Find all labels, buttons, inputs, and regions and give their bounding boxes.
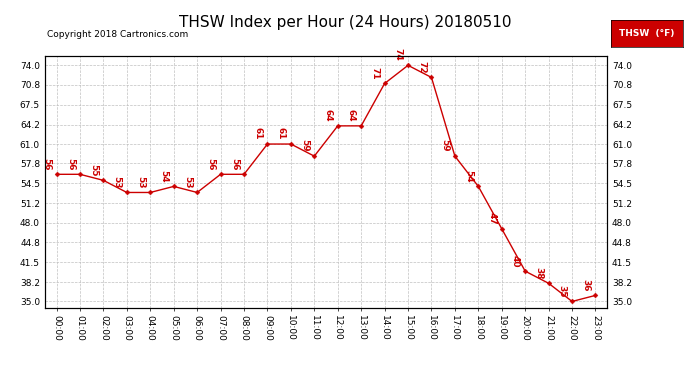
Text: 61: 61 — [277, 128, 286, 140]
Text: 54: 54 — [464, 170, 473, 182]
Text: Copyright 2018 Cartronics.com: Copyright 2018 Cartronics.com — [47, 30, 188, 39]
Text: 54: 54 — [159, 170, 168, 182]
Text: 56: 56 — [230, 158, 239, 170]
Text: 74: 74 — [394, 48, 403, 61]
Text: 59: 59 — [441, 140, 450, 152]
Text: 71: 71 — [371, 67, 380, 80]
Text: 56: 56 — [206, 158, 215, 170]
Text: 61: 61 — [253, 128, 262, 140]
Text: 36: 36 — [581, 279, 590, 291]
Text: 64: 64 — [347, 109, 356, 122]
Text: 59: 59 — [300, 140, 309, 152]
Text: 47: 47 — [488, 212, 497, 225]
Text: 53: 53 — [183, 176, 192, 188]
Text: 55: 55 — [89, 164, 98, 176]
Text: 56: 56 — [42, 158, 51, 170]
Text: 53: 53 — [112, 176, 121, 188]
Text: 40: 40 — [511, 255, 520, 267]
Text: 64: 64 — [324, 109, 333, 122]
Text: 35: 35 — [558, 285, 566, 297]
Text: 38: 38 — [534, 267, 544, 279]
Text: THSW  (°F): THSW (°F) — [619, 29, 675, 38]
Text: 53: 53 — [136, 176, 145, 188]
Text: 56: 56 — [66, 158, 75, 170]
Text: THSW Index per Hour (24 Hours) 20180510: THSW Index per Hour (24 Hours) 20180510 — [179, 15, 511, 30]
Text: 72: 72 — [417, 61, 426, 73]
